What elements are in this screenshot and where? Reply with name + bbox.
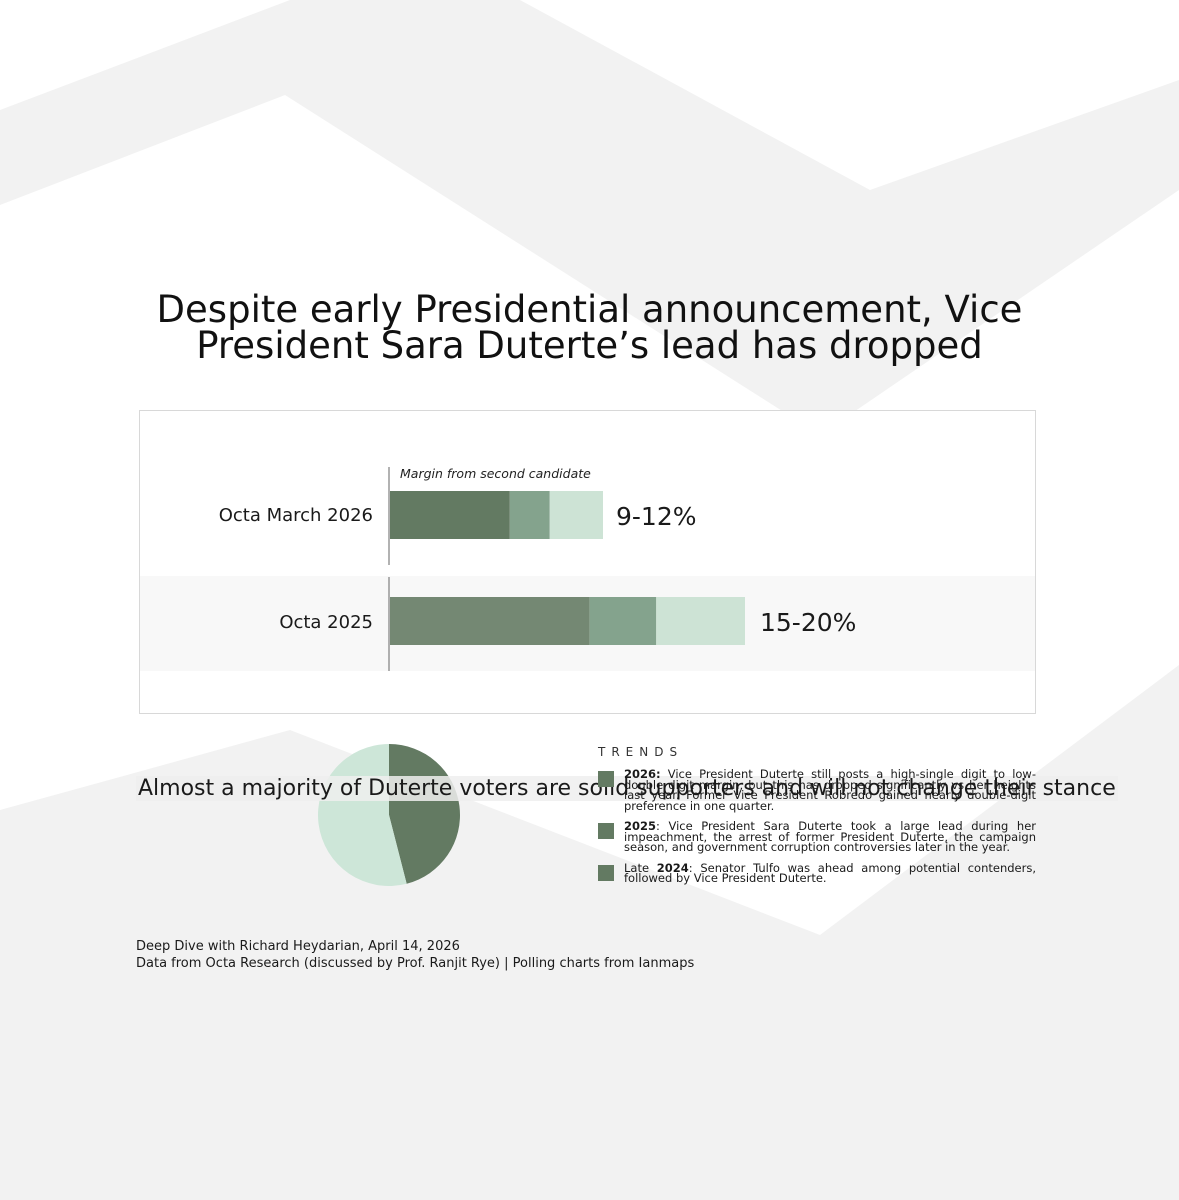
pie-chart [318,744,461,886]
bar-segment-core [390,491,510,539]
data-label: 15-20% [760,608,856,637]
category-label: Octa March 2026 [219,505,373,526]
pie-caption: Almost a majority of Duterte voters are … [136,776,1118,801]
bar-segment-range [549,491,603,539]
trend-text: 2026: Vice President Duterte still posts… [624,767,1036,813]
footer-line: Data from Octa Research (discussed by Pr… [136,956,695,971]
trend-item: Late 2024: Senator Tulfo was ahead among… [598,860,1036,885]
bar-segment-low [509,491,550,539]
page-title: Despite early Presidential announcement,… [156,288,1023,367]
bar-annotation: Margin from second candidate [400,466,591,481]
footer-credits: Deep Dive with Richard Heydarian, April … [136,938,694,972]
legend-swatch [598,771,614,787]
trends-legend: TRENDS 2026: Vice President Duterte stil… [598,745,1036,894]
legend-swatch [598,864,614,881]
trend-text: 2025: Vice President Sara Duterte took a… [624,819,1036,854]
bar-segment-low [589,597,657,645]
trends-heading: TRENDS [598,745,684,759]
footer-line: Deep Dive with Richard Heydarian, April … [136,939,460,954]
data-label: 9-12% [616,502,697,531]
bar-segment-core [390,597,590,645]
bar-chart: Margin from second candidate Octa March … [140,466,1035,671]
trend-item: 2026: Vice President Duterte still posts… [598,767,1036,813]
trend-text: Late 2024: Senator Tulfo was ahead among… [624,860,1036,885]
bar-segment-range [656,597,745,645]
background-zigzag-top [0,0,1179,435]
category-label: Octa 2025 [279,612,373,633]
trend-item: 2025: Vice President Sara Duterte took a… [598,819,1036,854]
legend-swatch [598,823,614,839]
bar-chart-panel: Margin from second candidate Octa March … [139,410,1036,714]
